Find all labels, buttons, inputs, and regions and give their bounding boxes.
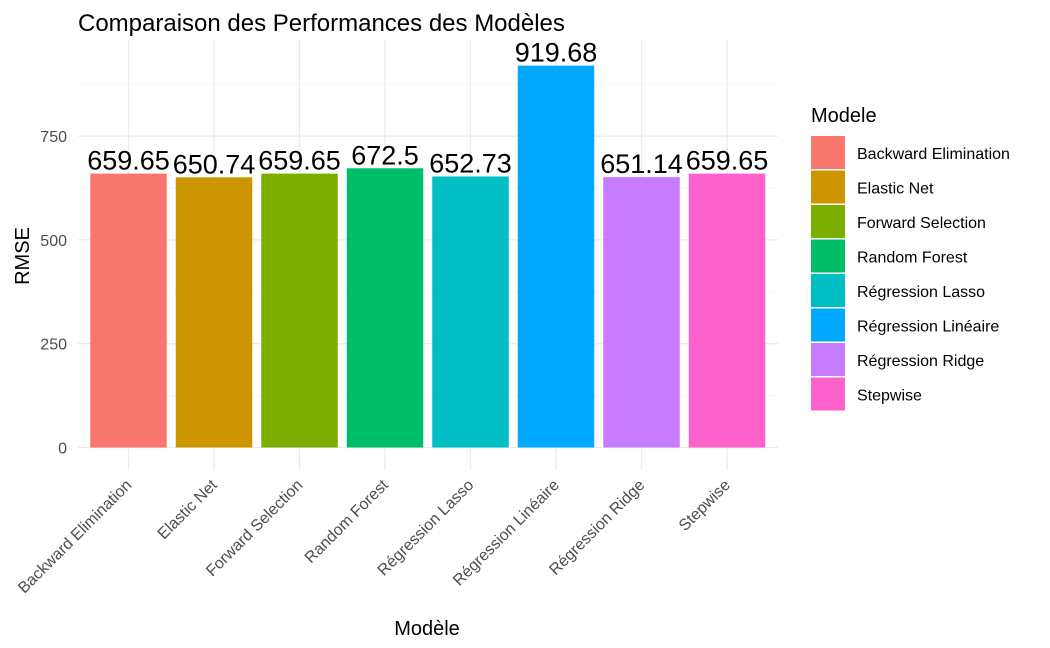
legend-item: Stepwise bbox=[811, 377, 922, 411]
data-label: 659.65 bbox=[258, 146, 341, 176]
data-labels: 659.65 650.74 659.65 672.5 652.73919.68651.1… bbox=[87, 38, 768, 180]
legend-item: Forward Selection bbox=[811, 205, 986, 238]
chart-title: Comparaison des Performances des Modèles bbox=[78, 10, 565, 37]
legend-title: Modele bbox=[811, 105, 877, 127]
legend-swatch bbox=[811, 136, 845, 169]
y-tick-label: 750 bbox=[40, 129, 67, 146]
x-tick-label: Forward Selection bbox=[203, 477, 306, 580]
y-tick-label: 250 bbox=[40, 337, 67, 354]
data-label: 652.73 bbox=[429, 148, 512, 178]
legend-label: Stepwise bbox=[857, 388, 922, 405]
bar bbox=[261, 173, 338, 448]
bar bbox=[688, 173, 766, 448]
legend-item: Elastic Net bbox=[811, 170, 934, 204]
legend-label: Random Forest bbox=[857, 250, 968, 267]
legend-swatch bbox=[811, 377, 845, 411]
legend: Modele Backward Elimination Elastic Net Fo… bbox=[811, 105, 1010, 411]
y-tick-label: 0 bbox=[58, 441, 67, 458]
legend-entries: Backward Elimination Elastic Net Forward S… bbox=[811, 136, 1010, 411]
data-label: 672.5 bbox=[351, 140, 419, 170]
legend-label: Régression Linéaire bbox=[857, 319, 999, 336]
legend-label: Régression Ridge bbox=[857, 353, 984, 370]
x-tick-label: Backward Elimination bbox=[15, 477, 135, 597]
y-axis-ticks: 0 250 500 750 bbox=[40, 129, 67, 457]
data-label: 659.65 bbox=[87, 146, 170, 176]
legend-item: Régression Ridge bbox=[811, 343, 984, 376]
x-tick-label: Random Forest bbox=[302, 476, 392, 566]
bar bbox=[346, 168, 424, 448]
x-axis-title: Modèle bbox=[394, 618, 460, 640]
legend-item: Random Forest bbox=[811, 239, 968, 273]
legend-item: Régression Linéaire bbox=[811, 308, 999, 342]
y-tick-label: 500 bbox=[40, 233, 67, 250]
bars bbox=[90, 65, 766, 448]
legend-swatch bbox=[811, 239, 845, 273]
legend-swatch bbox=[811, 274, 845, 307]
legend-swatch bbox=[811, 205, 845, 238]
data-label: 659.65 bbox=[686, 146, 769, 176]
legend-swatch bbox=[811, 343, 845, 376]
x-tick-label: Stepwise bbox=[676, 477, 734, 535]
legend-swatch bbox=[811, 308, 845, 342]
legend-label: Régression Lasso bbox=[857, 284, 985, 301]
data-label: 651.14 bbox=[600, 149, 683, 179]
legend-swatch bbox=[811, 170, 845, 204]
legend-label: Elastic Net bbox=[857, 181, 934, 198]
data-label: 650.74 bbox=[173, 149, 256, 179]
bar bbox=[90, 173, 167, 448]
data-label: 919.68 bbox=[515, 38, 598, 68]
bar bbox=[517, 65, 595, 448]
bar bbox=[432, 176, 509, 448]
x-tick-label: Régression Ridge bbox=[546, 477, 648, 579]
bar bbox=[175, 177, 253, 448]
x-tick-label: Elastic Net bbox=[155, 476, 221, 542]
legend-label: Forward Selection bbox=[857, 215, 986, 232]
y-axis-title: RMSE bbox=[12, 227, 34, 285]
legend-item: Régression Lasso bbox=[811, 274, 985, 307]
legend-label: Backward Elimination bbox=[857, 146, 1010, 163]
legend-item: Backward Elimination bbox=[811, 136, 1010, 169]
bar bbox=[603, 177, 680, 448]
x-tick-label: Régression Lasso bbox=[375, 477, 478, 580]
